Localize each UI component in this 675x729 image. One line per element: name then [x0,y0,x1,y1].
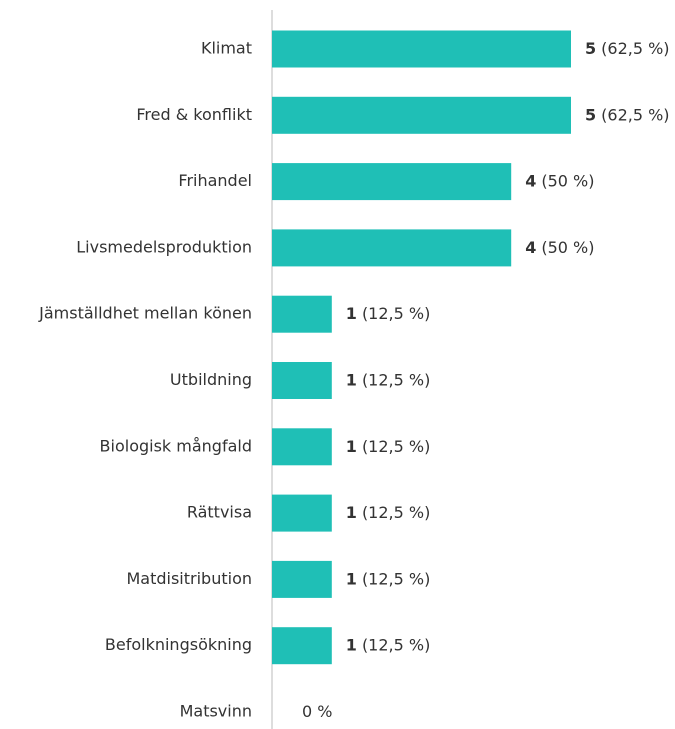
category-label: Frihandel [178,171,252,190]
value-share: (50 %) [541,171,594,190]
value-share: (62,5 %) [601,39,669,58]
value-count: 4 [525,171,536,190]
category-label: Livsmedelsproduktion [76,237,252,256]
value-label: 1 (12,5 %) [346,436,431,455]
value-label: 1 (12,5 %) [346,304,431,323]
bar [272,362,332,399]
value-count: 4 [525,237,536,256]
category-label: Matdisitribution [126,569,252,588]
value-count: 1 [346,503,357,522]
bar [272,428,332,466]
bar [272,560,332,598]
value-label: 0 % [302,702,332,721]
category-label: Fred & konflikt [136,105,252,124]
bar [272,229,512,267]
value-share: 0 % [302,702,332,721]
value-count: 1 [346,436,357,455]
category-label: Klimat [201,39,252,58]
value-count: 1 [346,304,357,323]
category-label: Biologisk mångfald [100,436,252,455]
value-label: 4 (50 %) [525,237,594,256]
value-label: 1 (12,5 %) [346,635,431,654]
category-label: Rättvisa [187,503,252,522]
value-share: (12,5 %) [362,436,430,455]
bar [272,163,512,201]
value-count: 5 [585,105,596,124]
value-count: 1 [346,370,357,389]
value-label: 5 (62,5 %) [585,39,670,58]
bar [272,96,571,134]
value-label: 1 (12,5 %) [346,503,431,522]
value-count: 5 [585,39,596,58]
value-share: (12,5 %) [362,635,430,654]
value-label: 1 (12,5 %) [346,569,431,588]
value-share: (12,5 %) [362,569,430,588]
bar [272,295,332,333]
value-count: 1 [346,635,357,654]
bar [272,494,332,532]
bar [272,627,332,665]
value-label: 4 (50 %) [525,171,594,190]
value-share: (62,5 %) [601,105,669,124]
category-label: Jämställdhet mellan könen [38,304,252,323]
value-share: (50 %) [541,237,594,256]
category-label: Matsvinn [180,702,252,721]
value-share: (12,5 %) [362,304,430,323]
value-count: 1 [346,569,357,588]
bar [272,30,571,68]
value-label: 1 (12,5 %) [346,370,431,389]
value-share: (12,5 %) [362,503,430,522]
category-label: Befolkningsökning [105,635,252,654]
category-label: Utbildning [170,370,252,389]
value-label: 5 (62,5 %) [585,105,670,124]
value-share: (12,5 %) [362,370,430,389]
